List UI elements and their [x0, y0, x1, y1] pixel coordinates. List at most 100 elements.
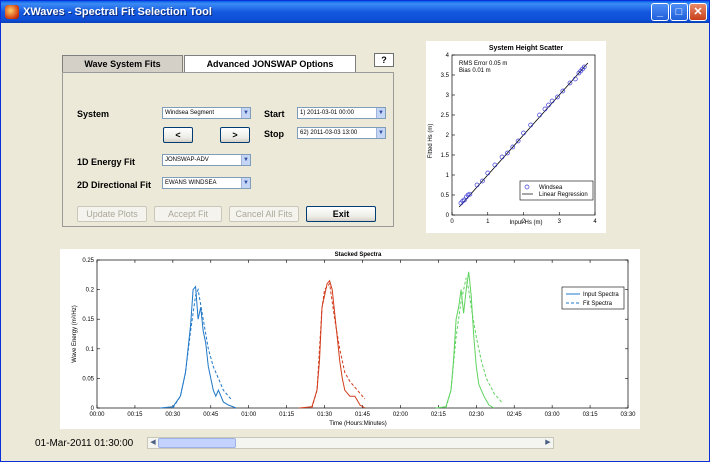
scatter-point — [467, 191, 473, 197]
scatter-point — [515, 138, 521, 144]
scroll-right-icon[interactable]: ▶ — [545, 439, 551, 446]
tab-wave-system-fits[interactable]: Wave System Fits — [62, 55, 183, 73]
scatter-ytick-label: 2.5 — [441, 113, 450, 119]
time-scrollbar[interactable]: ◀ ▶ — [147, 437, 554, 449]
scatter-xtick-label: 3 — [558, 219, 562, 225]
scatter-point — [510, 144, 516, 150]
scatter-xtick-label: 4 — [593, 219, 597, 225]
previous-system-button[interactable]: < — [163, 127, 193, 143]
window-title: XWaves - Spectral Fit Selection Tool — [23, 6, 212, 18]
chevron-down-icon: ▼ — [241, 155, 250, 165]
legend-label-fit-spectra: Fit Spectra — [583, 301, 613, 307]
scatter-point — [560, 88, 566, 94]
scatter-ytick-label: 0 — [446, 213, 450, 219]
spectra-xtick-label: 01:00 — [241, 412, 257, 418]
scatter-point — [549, 98, 555, 104]
spectra-xtick-label: 00:15 — [127, 412, 143, 418]
spectra-ytick-label: 0.05 — [82, 376, 94, 382]
chevron-down-icon: ▼ — [376, 108, 385, 118]
energy-fit-select[interactable]: JONSWAP-ADV ▼ — [162, 154, 251, 166]
spectra-xtick-label: 03:15 — [583, 412, 599, 418]
scatter-point — [581, 64, 587, 70]
rms-error-annotation: RMS Error 0.05 m — [459, 61, 507, 67]
spectra-xtick-label: 00:45 — [203, 412, 219, 418]
legend-marker-windsea — [524, 184, 530, 190]
spectra-xtick-label: 00:30 — [165, 412, 181, 418]
scatter-point — [492, 162, 498, 168]
current-time-label: 01-Mar-2011 01:30:00 — [35, 438, 134, 449]
scatter-ytick-label: 3.5 — [441, 73, 450, 79]
bias-annotation: Bias 0.01 m — [459, 68, 491, 74]
scatter-xtick-label: 0 — [450, 219, 454, 225]
directional-fit-select[interactable]: EWANS WINDSEA ▼ — [162, 177, 251, 189]
spectra-xtick-label: 02:45 — [507, 412, 523, 418]
scatter-xtick-label: 1 — [486, 219, 490, 225]
scatter-point — [499, 154, 505, 160]
spectra-xtick-label: 03:00 — [545, 412, 561, 418]
directional-fit-label: 2D Directional Fit — [77, 180, 152, 190]
scatter-point — [555, 94, 560, 100]
minimize-button[interactable]: _ — [651, 3, 669, 21]
scatter-ytick-label: 2 — [446, 133, 450, 139]
spectra-xtick-label: 02:30 — [469, 412, 485, 418]
energy-fit-select-value: JONSWAP-ADV — [165, 157, 209, 163]
close-button[interactable]: ✕ — [689, 3, 707, 21]
stop-label: Stop — [264, 129, 284, 139]
fit-spectra-line — [311, 282, 366, 409]
scatter-point — [542, 106, 548, 112]
scroll-left-icon[interactable]: ◀ — [150, 439, 156, 446]
exit-button[interactable]: Exit — [306, 206, 376, 222]
scatter-xtick-label: 2 — [522, 219, 526, 225]
scatter-ytick-label: 4 — [446, 53, 450, 59]
fit-spectra-line — [445, 277, 502, 409]
fit-spectra-line — [172, 287, 232, 409]
spectra-ytick-label: 0.25 — [82, 258, 94, 264]
help-button[interactable]: ? — [374, 53, 394, 67]
stop-select[interactable]: 62) 2011-03-03 13:00 ▼ — [297, 127, 386, 139]
accept-fit-button[interactable]: Accept Fit — [154, 206, 222, 222]
maximize-button[interactable]: □ — [670, 3, 688, 21]
start-label: Start — [264, 109, 285, 119]
spectra-ytick-label: 0 — [91, 406, 95, 412]
system-select-value: Windsea Segment — [165, 110, 215, 116]
spectra-ytick-label: 0.15 — [82, 317, 94, 323]
spectra-xtick-label: 02:15 — [431, 412, 447, 418]
spectra-xtick-label: 01:30 — [317, 412, 333, 418]
spectra-xtick-label: 02:00 — [393, 412, 409, 418]
scatter-legend — [519, 180, 594, 201]
chevron-down-icon: ▼ — [241, 178, 250, 188]
system-label: System — [77, 109, 110, 119]
directional-fit-select-value: EWANS WINDSEA — [165, 180, 217, 186]
update-plots-button[interactable]: Update Plots — [77, 206, 147, 222]
spectra-xlabel: Time (Hours:Minutes) — [329, 421, 386, 427]
input-spectra-line — [160, 285, 237, 409]
scatter-ytick-label: 1 — [446, 173, 450, 179]
scatter-point — [485, 170, 491, 176]
scatter-ylabel: Fitted Hs (m) — [428, 124, 434, 159]
start-select-value: 1) 2011-03-01 00:00 — [300, 110, 354, 116]
scatter-ytick-label: 1.5 — [441, 153, 450, 159]
chevron-down-icon: ▼ — [376, 128, 385, 138]
start-select[interactable]: 1) 2011-03-01 00:00 ▼ — [297, 107, 386, 119]
scatter-point — [474, 182, 480, 188]
spectra-chart: Stacked Spectra 00:00 00:15 00:30 00:45 01:0… — [72, 252, 636, 427]
scatter-ytick-label: 3 — [446, 93, 450, 99]
energy-fit-label: 1D Energy Fit — [77, 157, 136, 167]
scatter-point — [480, 178, 485, 184]
next-system-button[interactable]: > — [220, 127, 250, 143]
spectra-xtick-label: 01:15 — [279, 412, 295, 418]
spectra-ytick-label: 0.2 — [86, 288, 95, 294]
input-spectra-line — [299, 279, 366, 409]
cancel-all-fits-button[interactable]: Cancel All Fits — [229, 206, 299, 222]
system-select[interactable]: Windsea Segment ▼ — [162, 107, 251, 119]
legend-label-windsea: Windsea — [539, 185, 563, 191]
scatter-point — [572, 76, 578, 82]
scatter-point — [521, 130, 526, 136]
title-bar[interactable]: XWaves - Spectral Fit Selection Tool _ □… — [1, 1, 709, 23]
spectra-title: Stacked Spectra — [335, 252, 382, 258]
scrollbar-thumb[interactable] — [158, 438, 236, 448]
wave-system-fits-panel — [62, 72, 394, 227]
tab-advanced-jonswap-options[interactable]: Advanced JONSWAP Options — [184, 55, 356, 73]
scatter-point — [505, 150, 510, 156]
app-logo-icon — [5, 5, 19, 19]
